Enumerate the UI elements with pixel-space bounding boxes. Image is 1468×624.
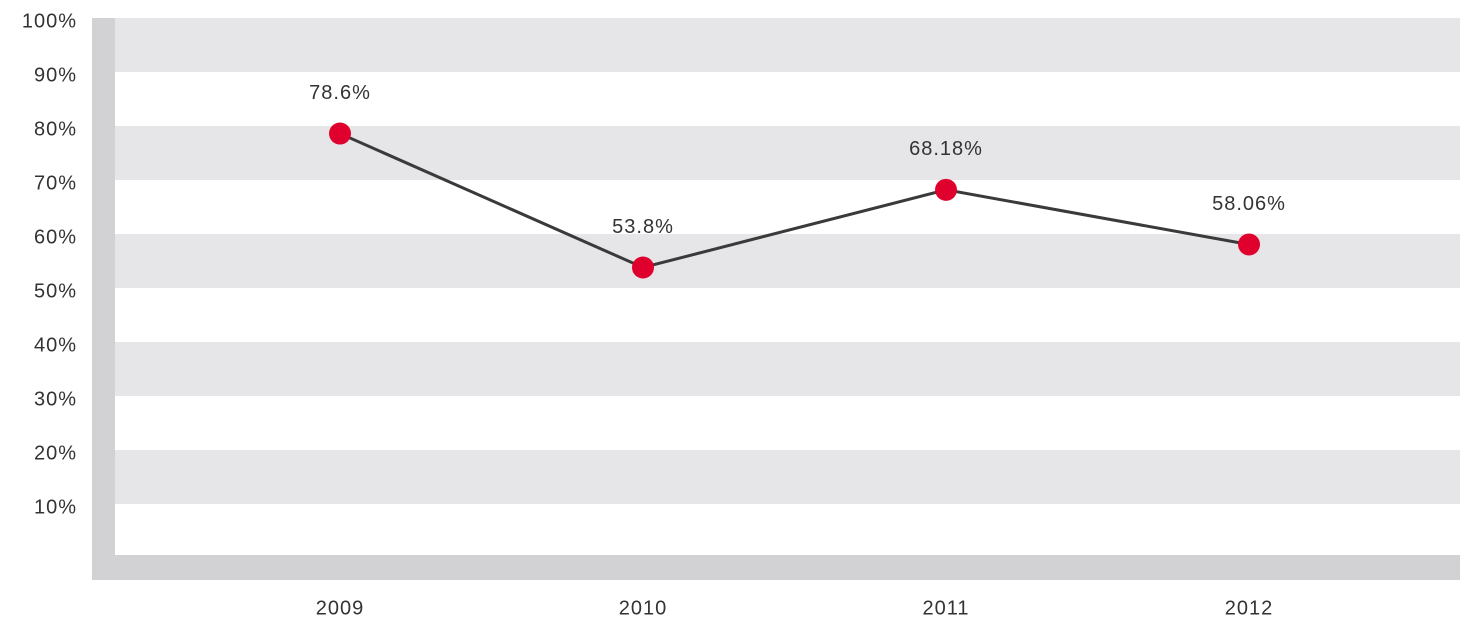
x-tick-label: 2010: [619, 597, 668, 619]
data-label: 53.8%: [612, 216, 674, 238]
y-tick-label: 40%: [34, 334, 77, 356]
point: [632, 256, 654, 279]
y-tick-label: 30%: [34, 388, 77, 410]
grid-band: [115, 126, 1460, 180]
x-tick-label: 2009: [316, 597, 365, 619]
point: [329, 122, 351, 145]
y-tick-label: 100%: [22, 10, 77, 32]
y-tick-label: 90%: [34, 64, 77, 86]
y-tick-label: 70%: [34, 172, 77, 194]
y-tick-label: 60%: [34, 226, 77, 248]
y-tick-label: 50%: [34, 280, 77, 302]
data-label: 58.06%: [1212, 193, 1286, 215]
point: [935, 178, 957, 201]
y-tick-label: 10%: [34, 496, 77, 518]
grid-band: [115, 450, 1460, 504]
data-label: 68.18%: [909, 138, 983, 160]
x-tick-label: 2012: [1225, 597, 1274, 619]
y-tick-label: 80%: [34, 118, 77, 140]
y-axis: [92, 18, 115, 580]
grid-band: [115, 342, 1460, 396]
y-tick-label: 20%: [34, 442, 77, 464]
grid-band: [115, 18, 1460, 72]
point: [1238, 233, 1260, 256]
line: [339, 132, 1250, 270]
x-axis: [92, 555, 1460, 580]
x-tick-label: 2011: [922, 597, 969, 619]
data-label: 78.6%: [309, 82, 371, 104]
